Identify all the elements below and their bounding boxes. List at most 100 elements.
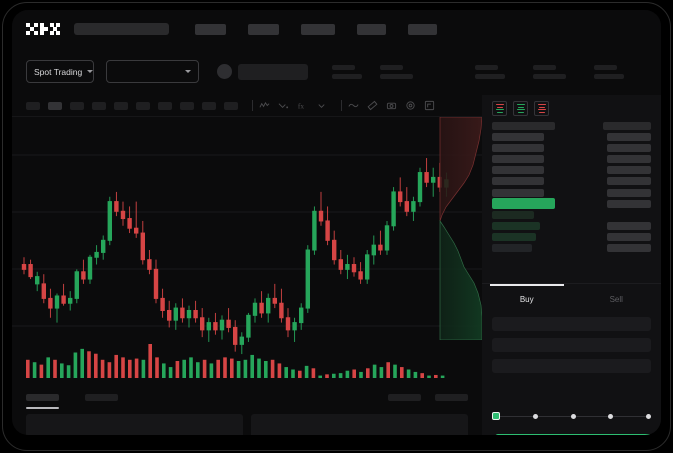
stat-value	[332, 73, 362, 79]
okx-logo-icon[interactable]	[26, 23, 60, 35]
bottom-panel-right[interactable]	[251, 414, 468, 435]
volume-bar	[39, 364, 44, 378]
candle-body	[21, 264, 27, 270]
stat-last-price	[332, 64, 362, 79]
wave-icon[interactable]	[348, 100, 359, 111]
candle-body	[219, 319, 225, 331]
orderbook-mode-bids[interactable]	[513, 101, 528, 116]
timeframe-3[interactable]	[70, 101, 84, 110]
step-dot-4[interactable]	[608, 413, 614, 419]
timeframe-4[interactable]	[92, 101, 106, 110]
candle-body	[200, 317, 205, 331]
candle-body	[127, 218, 132, 229]
volume-bar	[134, 358, 139, 378]
bottom-action-1[interactable]	[388, 394, 421, 401]
order-book-ask-row[interactable]	[492, 188, 651, 197]
step-dot-2[interactable]	[532, 413, 538, 419]
order-entry-form	[482, 311, 661, 386]
order-book-ask-row[interactable]	[492, 133, 651, 142]
step-connector	[537, 415, 571, 417]
timeframe-2[interactable]	[48, 101, 62, 110]
bottom-tab-open-orders[interactable]	[26, 394, 59, 409]
avatar[interactable]	[217, 64, 232, 79]
step-dot-1[interactable]	[492, 412, 500, 420]
step-dot-5[interactable]	[646, 413, 651, 419]
candle-body	[41, 283, 47, 299]
order-book-ask-row[interactable]	[492, 166, 651, 175]
order-book-bid-row[interactable]	[492, 232, 651, 241]
timeframe-1[interactable]	[26, 101, 40, 110]
search-input[interactable]	[74, 23, 169, 35]
ruler-icon[interactable]	[367, 100, 378, 111]
pair-selector[interactable]	[106, 60, 199, 83]
volume-bar	[338, 373, 343, 378]
bottom-tab-order-history[interactable]	[85, 394, 118, 401]
line-chart-icon[interactable]	[259, 100, 270, 111]
candle-body	[140, 232, 146, 261]
volume-bar	[196, 362, 200, 378]
tab-buy-label: Buy	[519, 295, 534, 304]
order-book-ask-row[interactable]	[492, 144, 651, 153]
timeframe-6[interactable]	[136, 101, 150, 110]
stat-low-24h	[533, 64, 566, 79]
volume-bar	[284, 367, 288, 378]
nav-item-2[interactable]	[248, 23, 279, 35]
nav-item-1[interactable]	[195, 23, 226, 35]
order-book-bid-row[interactable]	[492, 221, 651, 230]
primary-cta-button[interactable]	[495, 434, 653, 435]
volume-bar	[434, 374, 438, 378]
trend-line-icon[interactable]	[278, 100, 289, 111]
candle-body	[272, 297, 278, 304]
tab-sell[interactable]: Sell	[572, 284, 662, 311]
volume-bar	[359, 371, 363, 378]
tab-buy[interactable]: Buy	[482, 284, 572, 311]
order-book-bid-row[interactable]	[492, 244, 651, 253]
order-book-ask-row[interactable]	[492, 177, 651, 186]
orderbook-mode-asks[interactable]	[534, 101, 549, 116]
bid-amount	[607, 232, 651, 241]
volume-bar	[114, 354, 118, 378]
order-book-last-price-row[interactable]	[492, 198, 651, 210]
volume-bar	[379, 367, 384, 378]
price-input[interactable]	[492, 317, 651, 331]
ask-price	[492, 144, 544, 153]
order-book-view-modes	[482, 95, 661, 120]
volume-bar	[73, 352, 78, 378]
timeframe-9[interactable]	[202, 101, 216, 110]
candle-body	[54, 295, 60, 309]
nav-item-4[interactable]	[357, 23, 386, 35]
candle-body	[345, 264, 350, 270]
order-book-ask-row[interactable]	[492, 155, 651, 164]
nav-item-3[interactable]	[301, 23, 335, 35]
timeframe-8[interactable]	[180, 101, 194, 110]
toolbar-divider	[341, 100, 342, 111]
step-dot-3[interactable]	[570, 413, 576, 419]
fibonacci-icon[interactable]: fx	[297, 100, 308, 111]
volume-bar	[216, 359, 220, 378]
volume-svg	[26, 344, 445, 378]
volume-bar	[413, 371, 418, 378]
candle-body	[424, 172, 429, 183]
nav-item-5[interactable]	[408, 23, 437, 35]
order-book-bid-row[interactable]	[492, 210, 651, 219]
volume-bar	[366, 368, 370, 378]
chevron-down-icon[interactable]	[316, 100, 327, 111]
timeframe-10[interactable]	[224, 101, 238, 110]
timeframe-5[interactable]	[114, 101, 128, 110]
orderbook-mode-both[interactable]	[492, 101, 507, 116]
candle-body	[160, 297, 165, 311]
order-book-rows[interactable]	[482, 120, 661, 253]
market-type-selector[interactable]: Spot Trading	[26, 60, 94, 83]
bottom-panel-left[interactable]	[26, 414, 243, 435]
bottom-action-2[interactable]	[435, 394, 468, 401]
volume-bar	[80, 348, 84, 378]
amount-input[interactable]	[492, 338, 651, 352]
fullscreen-icon[interactable]	[424, 100, 435, 111]
candle-body	[68, 297, 73, 304]
settings-icon[interactable]	[405, 100, 416, 111]
volume-bar	[182, 359, 186, 378]
price-chart[interactable]	[12, 117, 482, 385]
timeframe-7[interactable]	[158, 101, 172, 110]
camera-icon[interactable]	[386, 100, 397, 111]
total-input[interactable]	[492, 359, 651, 373]
